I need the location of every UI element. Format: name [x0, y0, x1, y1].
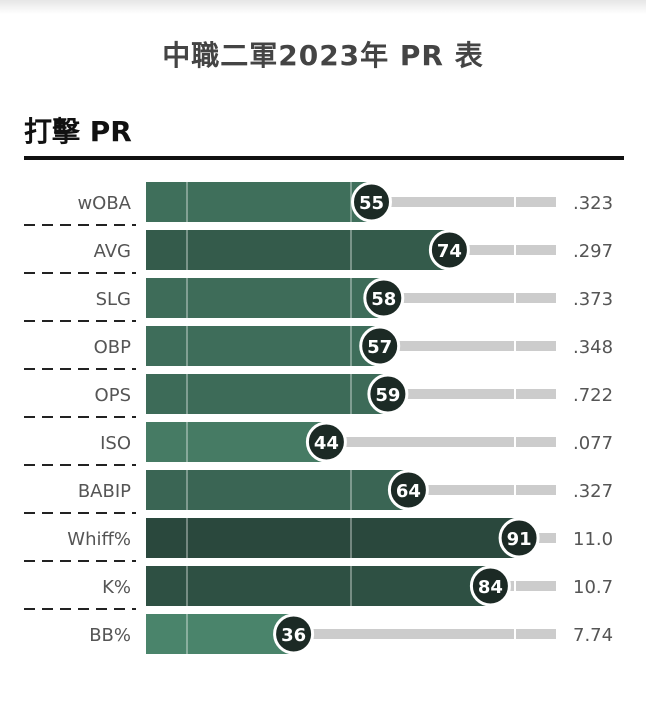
pr-value: 74	[437, 241, 462, 262]
category-label: OBP	[94, 337, 132, 358]
bar	[146, 230, 450, 270]
bar	[146, 422, 327, 462]
category-label: BABIP	[78, 481, 131, 502]
category-label: AVG	[94, 241, 131, 262]
bar	[146, 614, 294, 654]
category-label: ISO	[100, 433, 131, 454]
bar	[146, 566, 491, 606]
section-title: 打擊 PR	[24, 115, 132, 148]
pr-circle	[367, 373, 409, 415]
stat-value: .323	[573, 193, 613, 214]
category-label: SLG	[96, 289, 131, 310]
category-label: K%	[102, 577, 131, 598]
stat-value: .348	[573, 337, 613, 358]
category-label: Whiff%	[67, 529, 131, 550]
pr-circle	[351, 181, 392, 223]
section-divider	[24, 156, 624, 160]
pr-value: 59	[375, 385, 400, 406]
pr-circle	[428, 229, 470, 271]
bar	[146, 374, 388, 414]
bar-track	[146, 629, 556, 639]
pr-value: 55	[359, 193, 384, 214]
category-label: OPS	[95, 385, 131, 406]
pr-circle	[273, 613, 315, 655]
pr-value: 91	[507, 529, 532, 550]
bar	[146, 278, 384, 318]
stat-value: 10.7	[573, 577, 613, 598]
stat-value: 7.74	[573, 625, 613, 646]
stat-value: .373	[573, 289, 613, 310]
pr-circle	[387, 469, 429, 511]
bar	[146, 326, 380, 366]
category-label: wOBA	[77, 193, 131, 214]
pr-value: 36	[281, 625, 306, 646]
bar	[146, 470, 409, 510]
pr-value: 44	[314, 433, 339, 454]
pr-circle	[498, 517, 540, 559]
bar	[146, 518, 520, 558]
pr-value: 64	[396, 481, 421, 502]
stat-value: .077	[573, 433, 613, 454]
bar-track	[146, 437, 556, 447]
pr-circle	[359, 325, 401, 367]
stat-value: .297	[573, 241, 613, 262]
stat-value: .722	[573, 385, 613, 406]
pr-circle	[363, 277, 405, 319]
page-title: 中職二軍2023年 PR 表	[162, 39, 484, 72]
pr-circle	[469, 565, 511, 607]
pr-circle	[305, 421, 347, 463]
stat-value: 11.0	[573, 529, 613, 550]
top-shade	[0, 0, 646, 14]
category-label: BB%	[89, 625, 131, 646]
pr-value: 58	[371, 289, 396, 310]
pr-value: 57	[367, 337, 392, 358]
bar	[146, 182, 372, 222]
stat-value: .327	[573, 481, 613, 502]
pr-value: 84	[478, 577, 503, 598]
